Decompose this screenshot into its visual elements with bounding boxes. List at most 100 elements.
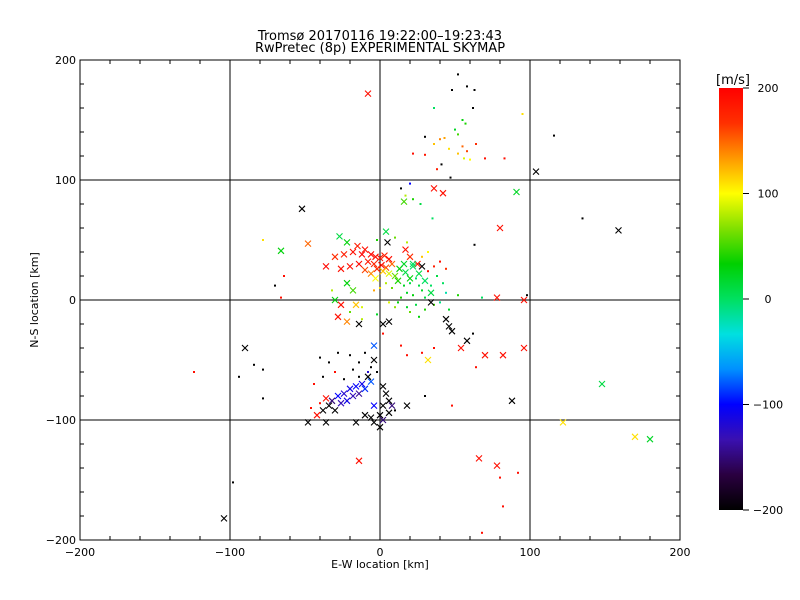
- data-point-cross: [331, 296, 339, 304]
- data-point-cross: [382, 390, 390, 397]
- data-point-dot: [400, 344, 402, 347]
- data-point-dot: [526, 294, 528, 297]
- data-point-cross: [370, 356, 378, 364]
- data-point-dot: [517, 471, 519, 474]
- data-point-cross: [349, 248, 357, 256]
- data-point-dot: [412, 152, 414, 155]
- data-point-dot: [421, 351, 423, 354]
- data-point-dot: [475, 366, 477, 369]
- data-point-cross: [379, 402, 387, 409]
- data-point-cross: [346, 385, 354, 393]
- data-point-cross: [340, 251, 348, 258]
- x-tick-label: −100: [215, 546, 245, 559]
- data-point-dot: [262, 239, 264, 241]
- data-point-cross: [220, 515, 228, 522]
- colorbar-tick-label: −100: [753, 399, 783, 412]
- data-point-cross: [379, 416, 387, 424]
- data-point-dot: [409, 311, 411, 313]
- data-point-dot: [418, 315, 420, 318]
- data-point-dot: [473, 243, 476, 246]
- data-point-cross: [391, 272, 399, 280]
- data-point-dot: [379, 287, 381, 289]
- data-point-dot: [394, 409, 396, 412]
- data-point-cross: [508, 397, 516, 405]
- data-point-cross: [343, 397, 351, 405]
- data-point-dot: [406, 291, 408, 294]
- data-point-cross: [361, 266, 369, 274]
- data-point-dot: [433, 347, 435, 349]
- data-point-dot: [406, 354, 408, 357]
- data-point-cross: [331, 407, 339, 414]
- data-point-dot: [484, 157, 486, 160]
- data-point-cross: [364, 90, 372, 97]
- data-point-dot: [433, 107, 435, 109]
- data-point-cross: [403, 402, 411, 409]
- data-point-dot: [436, 168, 438, 171]
- data-point-cross: [385, 409, 393, 417]
- data-point-dot: [424, 395, 426, 397]
- data-point-cross: [352, 301, 360, 309]
- data-point-dot: [400, 187, 402, 190]
- data-point-cross: [358, 251, 366, 258]
- data-point-cross: [376, 411, 384, 419]
- data-point-cross: [406, 275, 414, 282]
- data-point-cross: [520, 296, 528, 304]
- data-point-dot: [232, 481, 234, 484]
- data-point-cross: [361, 246, 369, 253]
- data-point-cross: [400, 198, 408, 205]
- data-point-cross: [379, 383, 387, 390]
- data-point-cross: [409, 260, 417, 268]
- data-point-dot: [461, 119, 464, 121]
- data-point-dot: [448, 308, 450, 311]
- data-point-dot: [457, 152, 459, 155]
- data-point-dot: [433, 143, 435, 145]
- data-point-cross: [370, 260, 378, 268]
- data-point-dot: [361, 306, 363, 309]
- data-point-dot: [409, 182, 411, 185]
- data-point-cross: [298, 205, 306, 213]
- data-point-cross: [352, 383, 360, 390]
- data-point-cross: [445, 323, 453, 330]
- data-point-dot: [349, 311, 351, 313]
- data-point-dot: [349, 354, 351, 357]
- data-point-cross: [376, 254, 384, 262]
- data-point-dot: [193, 371, 195, 373]
- data-point-dot: [373, 289, 375, 292]
- data-point-dot: [469, 158, 471, 161]
- data-point-dot: [433, 265, 435, 268]
- data-point-cross: [382, 228, 390, 235]
- colorbar: [719, 88, 743, 510]
- data-point-dot: [473, 89, 476, 91]
- data-point-cross: [481, 351, 489, 359]
- data-point-cross: [385, 255, 393, 263]
- x-tick-label: 0: [377, 546, 384, 559]
- data-point-dot: [436, 275, 438, 277]
- colorbar-tick-label: 100: [758, 188, 779, 201]
- data-point-cross: [304, 419, 312, 426]
- data-point-dot: [406, 306, 408, 309]
- data-point-dot: [382, 332, 384, 335]
- data-point-cross: [646, 435, 654, 443]
- data-point-dot: [253, 363, 255, 366]
- data-point-dot: [445, 291, 447, 294]
- data-point-cross: [370, 342, 378, 349]
- data-point-cross: [457, 344, 465, 352]
- data-point-cross: [379, 320, 387, 328]
- data-point-cross: [615, 227, 622, 234]
- data-point-dot: [334, 371, 336, 373]
- data-point-dot: [419, 203, 422, 205]
- data-point-cross: [334, 392, 342, 400]
- data-point-dot: [404, 194, 407, 197]
- data-point-dot: [431, 217, 434, 220]
- data-point-dot: [394, 306, 396, 309]
- data-point-cross: [367, 378, 375, 385]
- data-point-cross: [439, 189, 447, 197]
- data-point-cross: [343, 239, 351, 246]
- data-point-dot: [403, 284, 405, 287]
- data-point-dot: [370, 366, 372, 369]
- data-point-dot: [367, 371, 369, 373]
- data-point-cross: [304, 240, 312, 247]
- x-axis-ticks: −200 −100 0 100 200: [65, 60, 691, 559]
- data-point-dot: [418, 284, 420, 287]
